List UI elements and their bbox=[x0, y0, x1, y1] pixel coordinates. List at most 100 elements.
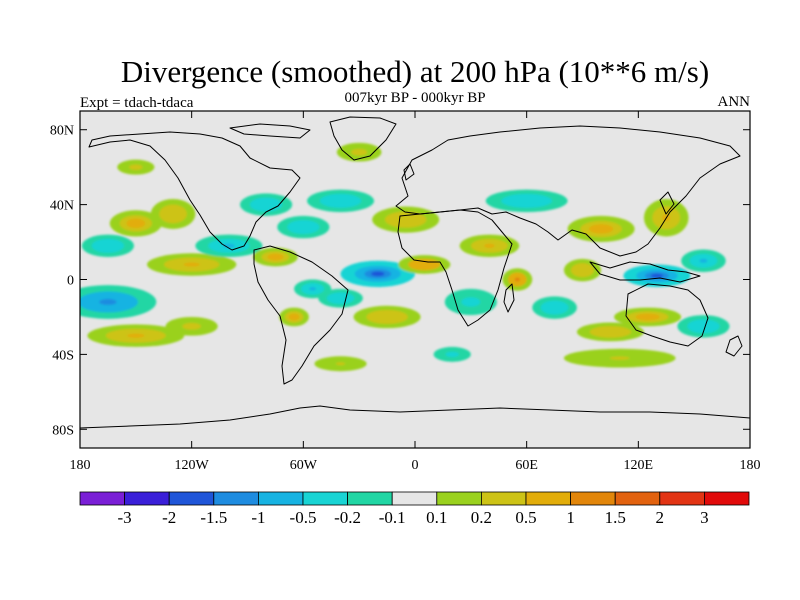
anomaly-region bbox=[279, 307, 309, 327]
contour-band bbox=[127, 333, 145, 338]
anomaly-region bbox=[532, 296, 577, 319]
y-axis: 80N 40N 0 40S 80S bbox=[50, 124, 750, 438]
colorbar-label: 0.1 bbox=[426, 508, 447, 527]
colorbar-label: -1 bbox=[251, 508, 265, 527]
contour-band bbox=[641, 315, 654, 319]
contour-band bbox=[604, 330, 617, 334]
coast-japan bbox=[659, 191, 675, 215]
anomaly-region bbox=[147, 253, 237, 276]
x-tick-label: 180 bbox=[70, 458, 91, 473]
x-axis: 180 120W 60W 0 60E 120E 180 bbox=[70, 111, 761, 473]
contour-band bbox=[186, 324, 197, 328]
contour-band bbox=[448, 353, 456, 356]
coast-eurasia bbox=[395, 125, 741, 257]
anomaly-region bbox=[372, 206, 440, 233]
anomaly-region bbox=[336, 142, 382, 162]
contour-band bbox=[698, 324, 709, 329]
anomaly-region bbox=[681, 249, 726, 273]
anomaly-region bbox=[81, 234, 134, 258]
y-tick-label: 40S bbox=[52, 348, 74, 363]
period-label: 007kyr BP - 000kyr BP bbox=[344, 90, 485, 106]
anomaly-region bbox=[398, 255, 451, 274]
x-tick-label: 120W bbox=[175, 458, 210, 473]
contour-band bbox=[131, 220, 141, 226]
contour-band bbox=[132, 165, 140, 169]
contour-band bbox=[466, 299, 476, 305]
anomaly-region bbox=[195, 234, 263, 258]
contour-band bbox=[650, 273, 663, 278]
colorbar-swatch bbox=[614, 491, 661, 506]
contour-band bbox=[103, 243, 113, 248]
anomaly-region bbox=[80, 285, 157, 319]
coast-new-zealand bbox=[725, 335, 743, 357]
contour-band bbox=[550, 305, 559, 310]
colorbar-label: 3 bbox=[700, 508, 709, 527]
colorbar-swatch bbox=[659, 491, 705, 506]
colorbar-swatch bbox=[704, 491, 750, 506]
anomaly-region bbox=[307, 189, 375, 213]
colorbar-swatch bbox=[302, 491, 348, 506]
coast-madagascar bbox=[503, 283, 515, 313]
colorbar-swatch bbox=[213, 491, 259, 506]
anomaly-region bbox=[567, 215, 635, 243]
colorbar-label: -0.2 bbox=[334, 508, 361, 527]
anomaly-region bbox=[314, 356, 367, 372]
colorbar-label: -0.1 bbox=[379, 508, 406, 527]
contour-band bbox=[271, 255, 280, 259]
contour-band bbox=[371, 271, 385, 277]
anomaly-region bbox=[318, 288, 363, 308]
colorbar-label: 2 bbox=[656, 508, 665, 527]
colorbar: -3 -2 -1.5 -1 -0.5 -0.2 -0.1 0.1 0.2 0.5 1 1.5 2 3 bbox=[79, 491, 750, 527]
anomaly-region bbox=[677, 315, 730, 338]
contour-band bbox=[355, 150, 364, 154]
contour-band bbox=[514, 277, 521, 282]
coast-antarctica bbox=[80, 405, 750, 429]
coast-australia bbox=[625, 283, 709, 347]
anomaly-region bbox=[117, 159, 155, 175]
coast-greenland bbox=[329, 116, 397, 161]
contour-band bbox=[519, 198, 535, 203]
colorbar-label: -3 bbox=[118, 508, 132, 527]
experiment-label: Expt = tdach-tdaca bbox=[80, 95, 194, 111]
x-tick-label: 180 bbox=[740, 458, 761, 473]
colorbar-swatch bbox=[79, 491, 125, 506]
colorbar-label: -2 bbox=[162, 508, 176, 527]
contour-band bbox=[419, 262, 429, 267]
anomaly-region bbox=[433, 346, 471, 362]
contour-band bbox=[183, 262, 200, 267]
coast-arctic-islands bbox=[229, 123, 311, 139]
y-tick-label: 80N bbox=[50, 124, 74, 139]
anomaly-region bbox=[502, 268, 533, 291]
y-tick-label: 40N bbox=[50, 199, 74, 214]
colorbar-label: 1 bbox=[566, 508, 575, 527]
contour-band bbox=[298, 225, 309, 230]
contour-band bbox=[595, 226, 608, 232]
anomaly-region bbox=[576, 322, 644, 342]
x-tick-label: 60W bbox=[290, 458, 318, 473]
x-tick-label: 120E bbox=[624, 458, 654, 473]
colorbar-swatch bbox=[570, 491, 616, 506]
colorbar-swatch bbox=[124, 491, 170, 506]
colorbar-swatch bbox=[347, 491, 393, 506]
contour-band bbox=[291, 315, 297, 319]
anomaly-region bbox=[563, 258, 602, 282]
contour-band bbox=[261, 202, 271, 207]
coast-africa bbox=[397, 209, 513, 327]
colorbar-swatch bbox=[257, 491, 304, 506]
colorbar-swatch bbox=[480, 491, 527, 506]
divergence-field bbox=[80, 142, 730, 372]
anomaly-region bbox=[340, 260, 415, 287]
colorbar-swatch bbox=[525, 491, 571, 506]
anomaly-region bbox=[563, 348, 676, 368]
colorbar-label: 1.5 bbox=[605, 508, 626, 527]
season-label: ANN bbox=[718, 94, 751, 110]
colorbar-swatch bbox=[436, 491, 482, 506]
anomaly-region bbox=[150, 198, 196, 229]
contour-band bbox=[399, 217, 412, 222]
anomaly-region bbox=[444, 288, 497, 316]
anomaly-region bbox=[459, 234, 520, 258]
y-tick-label: 80S bbox=[52, 423, 74, 438]
anomaly-region bbox=[109, 210, 162, 237]
anomaly-region bbox=[277, 215, 330, 239]
